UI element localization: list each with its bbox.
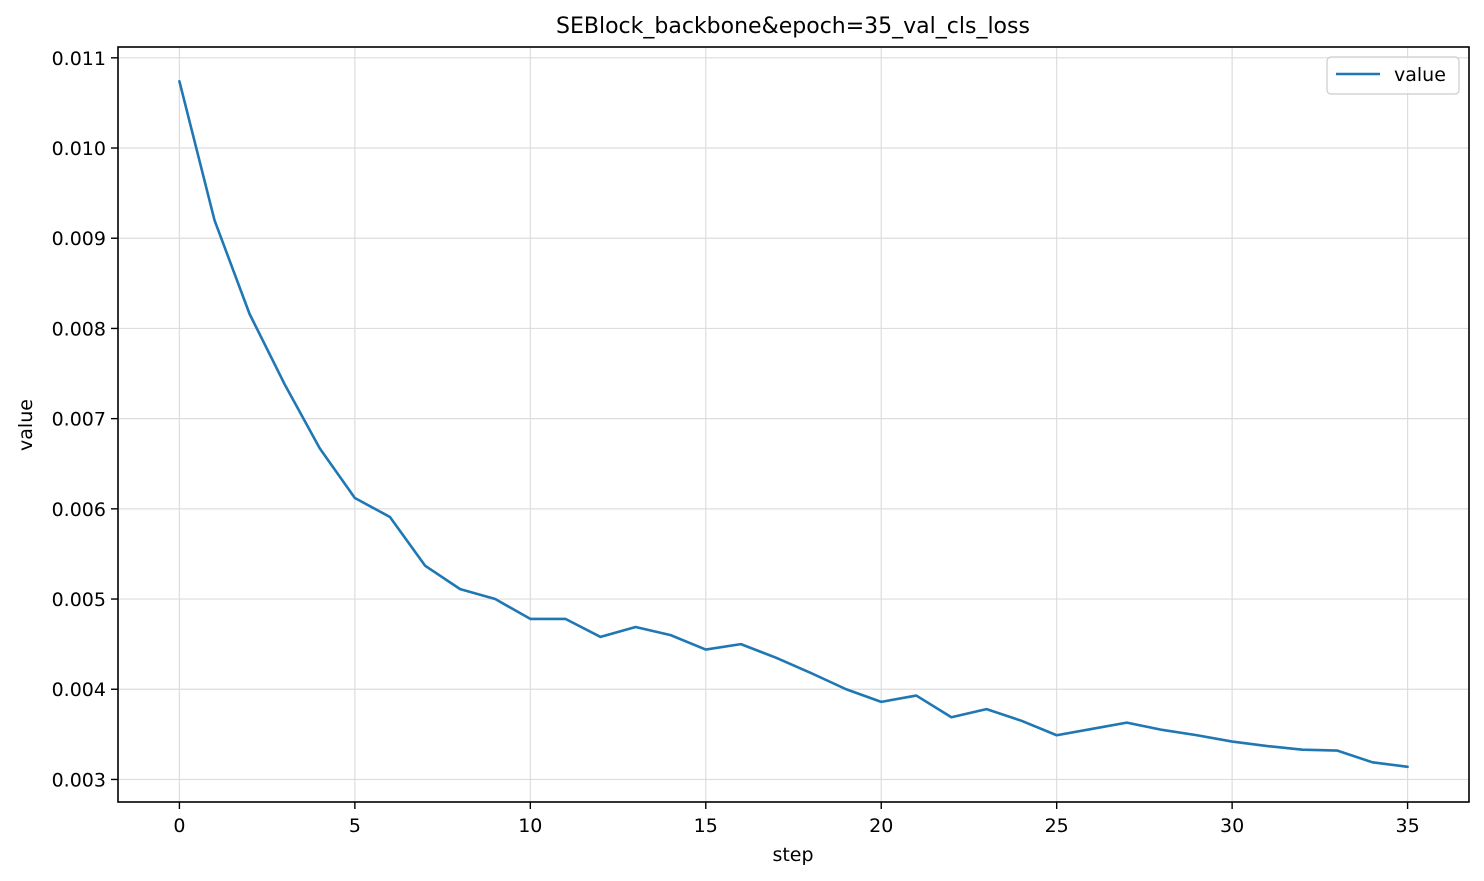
y-tick-label: 0.008 [52, 318, 106, 340]
x-axis-title: step [772, 844, 813, 866]
y-tick-label: 0.010 [52, 138, 106, 160]
x-tick-label: 5 [349, 815, 361, 837]
x-tick-label: 35 [1395, 815, 1419, 837]
series-line-value [178, 79, 1409, 769]
y-tick-label: 0.011 [52, 48, 106, 70]
y-tick-label: 0.004 [52, 679, 106, 701]
y-tick-label: 0.006 [52, 499, 106, 521]
y-tick-label: 0.005 [52, 589, 106, 611]
chart-title: SEBlock_backbone&epoch=35_val_cls_loss [556, 14, 1030, 39]
x-tick-label: 20 [869, 815, 893, 837]
y-tick-label: 0.009 [52, 228, 106, 250]
grid-lines [118, 47, 1469, 802]
x-tick-label: 30 [1220, 815, 1244, 837]
y-axis-title: value [15, 399, 37, 451]
x-tick-label: 15 [694, 815, 718, 837]
y-tick-label: 0.007 [52, 409, 106, 431]
legend: value [1326, 56, 1460, 95]
x-tick-label: 10 [518, 815, 542, 837]
series-layer [178, 79, 1409, 769]
x-axis: 0 5 10 15 20 25 30 35 [173, 802, 1420, 837]
x-tick-label: 25 [1045, 815, 1069, 837]
y-tick-label: 0.003 [52, 769, 106, 791]
y-axis: 0.003 0.004 0.005 0.006 0.007 0.008 0.009 0.010… [52, 48, 118, 791]
x-tick-label: 0 [173, 815, 185, 837]
legend-label-value: value [1394, 64, 1446, 86]
legend-box [1326, 56, 1460, 95]
plot-frame [117, 46, 1470, 803]
